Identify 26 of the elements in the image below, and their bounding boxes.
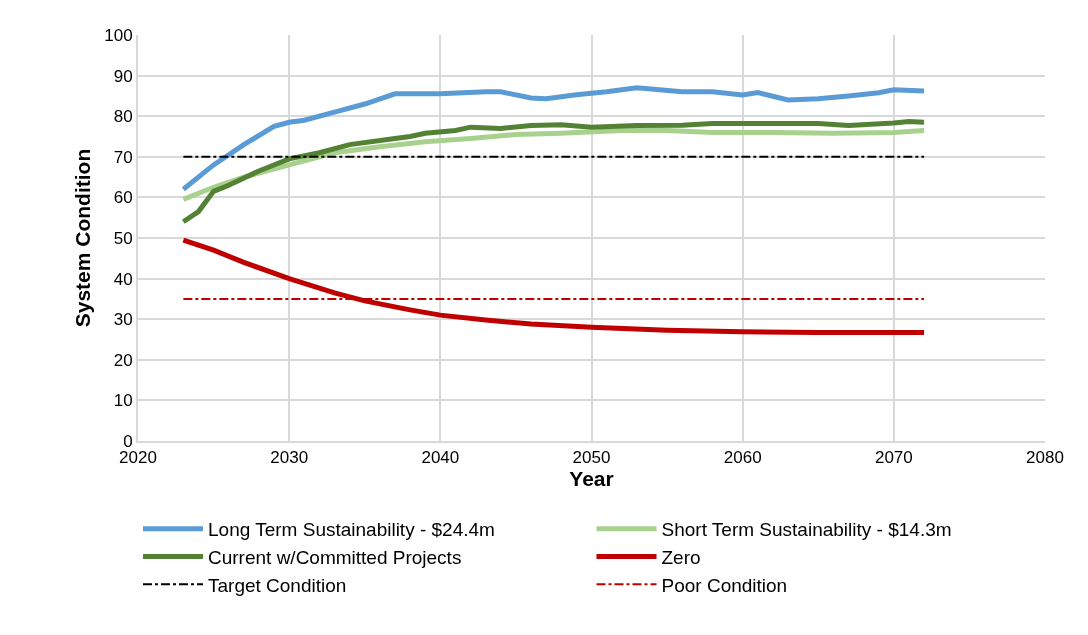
- y-tick-label: 40: [113, 269, 133, 289]
- x-tick-label: 2040: [421, 448, 460, 468]
- x-tick-label: 2080: [1026, 448, 1064, 468]
- x-tick-label: 2030: [270, 448, 309, 468]
- legend-label: Poor Condition: [661, 574, 788, 596]
- legend-label: Short Term Sustainability - $14.3m: [661, 519, 952, 541]
- y-tick-label: 90: [113, 66, 133, 86]
- y-tick-label: 30: [113, 310, 133, 330]
- legend-label: Long Term Sustainability - $24.4m: [208, 519, 495, 541]
- y-tick-label: 100: [104, 25, 133, 45]
- legend-label: Zero: [661, 546, 701, 568]
- y-tick-label: 50: [113, 228, 133, 248]
- x-tick-label: 2020: [119, 448, 157, 468]
- y-tick-label: 80: [113, 107, 133, 127]
- y-tick-label: 60: [113, 188, 133, 208]
- x-tick-label: 2050: [572, 448, 611, 468]
- y-tick-label: 10: [113, 391, 133, 411]
- legend-label: Current w/Committed Projects: [208, 546, 462, 568]
- x-tick-label: 2070: [874, 448, 913, 468]
- y-tick-label: 20: [113, 350, 133, 370]
- y-tick-label: 0: [123, 431, 133, 451]
- y-axis-title: System Condition: [70, 148, 94, 328]
- x-axis-title: Year: [569, 467, 614, 491]
- legend-label: Target Condition: [208, 574, 347, 596]
- y-tick-label: 70: [113, 147, 133, 167]
- x-tick-label: 2060: [723, 448, 762, 468]
